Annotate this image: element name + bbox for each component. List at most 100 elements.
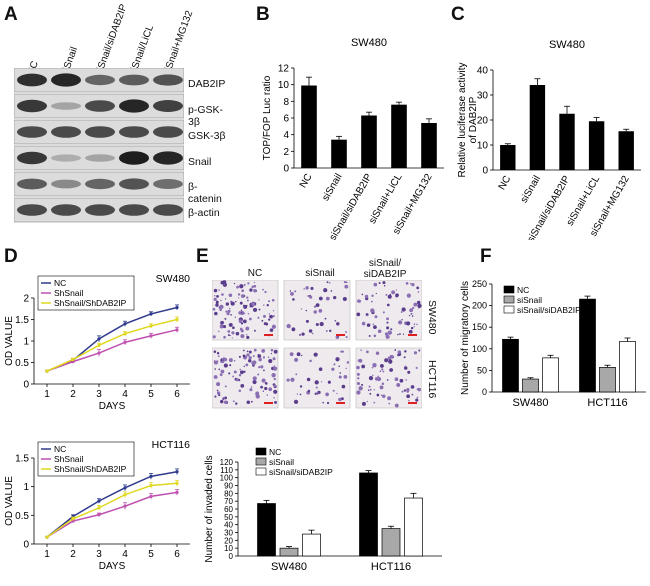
bar-sisnail-licl: [588, 121, 605, 170]
y-tick-label: 100: [472, 344, 487, 354]
microscopy-cell: [252, 307, 258, 312]
microscopy-cell: [345, 336, 348, 339]
series-point-shsnail: [175, 328, 179, 332]
microscopy-cell: [271, 298, 275, 302]
y-tick-label: 0: [482, 387, 487, 397]
microscopy-cell: [408, 399, 410, 402]
x-tick-label: 6: [174, 389, 180, 400]
x-tick-label-nc: NC: [298, 172, 315, 190]
microscopy-cell: [382, 311, 385, 314]
microscopy-cell: [224, 396, 228, 400]
x-tick-label-sisnail: siSnail: [320, 172, 344, 203]
series-point-nc: [175, 470, 179, 474]
microscopy-cell: [370, 308, 375, 313]
blot-band-actin-lane-1: [17, 204, 47, 216]
blot-band-catenin-lane-4: [119, 178, 149, 190]
y-tick-label: 12: [278, 64, 290, 75]
microscopy-cell: [229, 334, 232, 337]
microscopy-cell: [227, 330, 231, 333]
microscopy-panel: NC siSnail siSnail/ siDAB2IP SW480 HCT11…: [200, 258, 440, 422]
microscopy-cell: [245, 363, 249, 367]
chart-title: SW480: [549, 39, 585, 51]
microscopy-cell: [408, 314, 411, 317]
microscopy-cell: [232, 375, 235, 378]
microscopy-cell: [314, 380, 319, 385]
series-point-shsnail-shdab2ip: [71, 517, 75, 521]
microscopy-cell: [234, 316, 237, 319]
microscopy-cell: [260, 385, 264, 389]
microscopy-cell: [405, 282, 409, 285]
series-point-shsnail-shdab2ip: [97, 506, 101, 510]
microscopy-cell: [319, 322, 324, 327]
microscopy-cell: [333, 295, 337, 300]
microscopy-cell: [272, 357, 276, 361]
microscopy-cell: [379, 363, 384, 368]
microscopy-cell: [272, 310, 275, 312]
bar-sisnail-mg132: [421, 123, 437, 168]
microscopy-cell: [341, 384, 346, 389]
microscopy-cell: [220, 399, 224, 404]
microscopy-cell: [258, 366, 261, 369]
bar-hct116-nc: [579, 298, 596, 393]
bar-sw480-sisnail-sidab2ip: [302, 533, 321, 557]
blot-band-actin-lane-2: [51, 204, 81, 216]
microscopy-cell: [382, 394, 386, 398]
microscopy-cell: [356, 312, 361, 317]
microscopy-cell: [214, 311, 218, 316]
microscopy-cell: [387, 356, 392, 360]
series-point-shsnail: [97, 351, 101, 355]
microscopy-col-sisnail: siSnail: [305, 268, 335, 279]
microscopy-cell: [233, 282, 236, 285]
microscopy-cell: [267, 356, 270, 359]
y-tick-label: 50: [224, 513, 233, 522]
bar-sisnail-licl: [391, 104, 407, 168]
microscopy-cell: [243, 283, 246, 286]
microscopy-cell: [338, 375, 342, 379]
microscopy-cell: [257, 373, 260, 376]
microscopy-cell: [249, 288, 253, 292]
y-tick-label: 1.5: [15, 454, 29, 465]
microscopy-cell: [299, 393, 302, 396]
blot-band-actin-lane-5: [153, 204, 183, 216]
western-blot-panel: NC siSnail siSnail/siDAB2IP siSnail/LiCL…: [0, 0, 230, 230]
microscopy-cell: [248, 356, 252, 359]
microscopy-cell: [252, 379, 257, 385]
legend-label-sisnail-sidab2ip: siSnail/siDAB2IP: [517, 305, 581, 315]
microscopy-cell: [239, 301, 243, 305]
microscopy-cell: [273, 377, 276, 381]
microscopy-cell: [356, 390, 361, 395]
series-point-shsnail-shdab2ip: [45, 535, 49, 539]
microscopy-cell: [246, 335, 250, 340]
microscopy-cell: [225, 302, 230, 306]
microscopy-cell: [289, 290, 292, 292]
microscopy-cell: [238, 389, 242, 392]
microscopy-cell: [216, 300, 219, 303]
y-tick-label: 40: [224, 521, 233, 530]
microscopy-cell: [411, 306, 415, 310]
microscopy-cell: [219, 308, 222, 312]
series-point-shsnail: [123, 504, 127, 508]
microscopy-cell: [379, 370, 382, 372]
blot-band-dab2ip-lane-4: [119, 74, 149, 86]
microscopy-cell: [273, 389, 278, 394]
y-tick-label: 4: [283, 130, 289, 141]
microscopy-cell: [250, 386, 253, 388]
microscopy-cell: [373, 401, 376, 404]
microscopy-cell: [340, 350, 343, 353]
microscopy-cell: [373, 334, 377, 338]
chart-b-tcf-luciferase: SW480 0 2 4 6 8 10 12 TOP/FOP Luc ratio NC siSnail…: [262, 37, 444, 240]
microscopy-cell: [240, 334, 245, 339]
microscopy-cell: [214, 395, 217, 398]
scale-bar: [264, 402, 273, 404]
legend-label-sisnail: siSnail: [517, 295, 542, 305]
microscopy-cell: [216, 389, 219, 392]
microscopy-cell: [249, 305, 252, 308]
microscopy-cell: [395, 293, 399, 298]
microscopy-col-nc: NC: [247, 268, 263, 279]
legend-swatch-sisnail: [503, 295, 515, 304]
microscopy-cell: [224, 298, 227, 300]
microscopy-cell: [240, 383, 245, 388]
microscopy-cell: [385, 293, 388, 296]
microscopy-cell: [292, 298, 295, 301]
microscopy-cell: [305, 319, 309, 323]
